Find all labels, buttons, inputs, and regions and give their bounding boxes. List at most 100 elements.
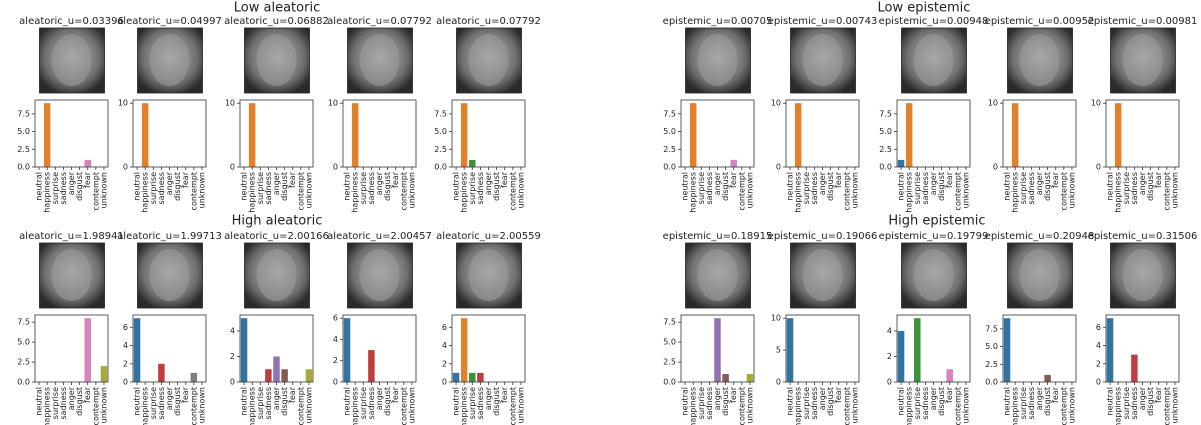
- y-tick-label: 0: [1096, 378, 1101, 387]
- y-tick-label: 0: [776, 163, 781, 172]
- y-tick-label: 4: [230, 326, 235, 335]
- y-tick-label: 0: [230, 163, 235, 172]
- bar: [84, 160, 90, 167]
- y-tick-label: 10: [771, 314, 781, 323]
- y-tick-label: 5.0: [985, 342, 998, 351]
- panel-title: aleatoric_u=0.07792: [327, 16, 432, 27]
- panel-title: aleatoric_u=0.03396: [19, 16, 124, 27]
- bar: [730, 160, 736, 167]
- y-tick-label: 6: [442, 323, 447, 332]
- x-tick-label: unknown: [516, 172, 525, 208]
- y-tick-label: 0.0: [663, 163, 676, 172]
- y-tick-label: 0: [333, 378, 338, 387]
- bar: [368, 350, 374, 382]
- bar: [453, 373, 459, 382]
- face-shape: [698, 34, 738, 86]
- bar: [344, 318, 350, 382]
- y-tick-label: 0: [123, 378, 128, 387]
- panel-title: aleatoric_u=0.04997: [117, 16, 222, 27]
- x-tick-label: unknown: [850, 172, 859, 208]
- group-title: High epistemic: [888, 214, 985, 229]
- face-shape: [1020, 249, 1060, 301]
- face-shape: [803, 249, 843, 301]
- y-tick-label: 7.5: [879, 109, 892, 118]
- y-tick-label: 5: [776, 346, 781, 355]
- bar: [281, 369, 287, 382]
- y-tick-label: 2.5: [663, 358, 676, 367]
- y-tick-label: 4: [1096, 341, 1101, 350]
- y-tick-label: 0.0: [879, 163, 892, 172]
- y-tick-label: 7.5: [434, 109, 447, 118]
- y-tick-label: 0: [993, 163, 998, 172]
- y-tick-label: 7.5: [17, 109, 30, 118]
- bar: [1012, 103, 1018, 167]
- axes-frame: [343, 315, 416, 382]
- panel-title: epistemic_u=0.31506: [1088, 231, 1198, 242]
- y-tick-label: 2.5: [985, 360, 998, 369]
- panel-title: epistemic_u=0.00948: [879, 16, 989, 27]
- y-tick-label: 4: [887, 326, 892, 335]
- face-shape: [469, 34, 509, 86]
- y-tick-label: 0.0: [663, 378, 676, 387]
- y-tick-label: 0.0: [17, 378, 30, 387]
- y-tick-label: 10: [225, 99, 235, 108]
- y-tick-label: 10: [328, 99, 338, 108]
- x-tick-label: unknown: [197, 172, 206, 208]
- y-tick-label: 2: [123, 359, 128, 368]
- face-shape: [1020, 34, 1060, 86]
- face-shape: [150, 34, 190, 86]
- x-tick-label: unknown: [1067, 172, 1076, 208]
- bar: [714, 318, 720, 382]
- bar: [795, 103, 801, 167]
- face-shape: [698, 249, 738, 301]
- bar: [477, 373, 483, 382]
- bar: [747, 374, 753, 382]
- y-tick-label: 2: [887, 352, 892, 361]
- bar: [898, 160, 904, 167]
- bar: [142, 103, 148, 167]
- y-tick-label: 0: [776, 378, 781, 387]
- x-tick-label: unknown: [407, 387, 416, 423]
- y-tick-label: 7.5: [17, 318, 30, 327]
- y-tick-label: 7.5: [663, 318, 676, 327]
- panel-title: aleatoric_u=1.99713: [117, 231, 222, 242]
- bar: [265, 369, 271, 382]
- bar: [191, 373, 197, 382]
- panel-title: epistemic_u=0.20948: [985, 231, 1095, 242]
- bar: [1131, 355, 1137, 382]
- y-tick-label: 7.5: [663, 109, 676, 118]
- face-shape: [1123, 34, 1163, 86]
- x-tick-label: unknown: [304, 387, 313, 423]
- face-shape: [469, 249, 509, 301]
- bar: [306, 369, 312, 382]
- figure: Low aleatoric Low epistemic High aleator…: [0, 0, 1201, 425]
- x-tick-label: unknown: [304, 172, 313, 208]
- axes-frame: [35, 315, 108, 382]
- y-tick-label: 10: [771, 99, 781, 108]
- face-shape: [257, 34, 297, 86]
- bar: [469, 373, 475, 382]
- y-tick-label: 10: [1091, 99, 1101, 108]
- y-tick-label: 2: [333, 356, 338, 365]
- axes-frame: [1003, 315, 1076, 382]
- group-title: Low epistemic: [878, 1, 971, 16]
- x-tick-label: unknown: [961, 387, 970, 423]
- bar: [722, 374, 728, 382]
- y-tick-label: 5.0: [434, 127, 447, 136]
- bar: [1044, 375, 1050, 382]
- bar: [352, 103, 358, 167]
- bar: [84, 318, 90, 382]
- x-tick-label: unknown: [1170, 172, 1179, 208]
- panel-title: aleatoric_u=1.98941: [19, 231, 124, 242]
- x-tick-label: unknown: [745, 172, 754, 208]
- face-shape: [803, 34, 843, 86]
- bar: [898, 331, 904, 382]
- y-tick-label: 6: [333, 314, 338, 323]
- y-tick-label: 5.0: [663, 338, 676, 347]
- bar: [134, 318, 140, 382]
- face-shape: [360, 249, 400, 301]
- y-tick-label: 0: [123, 163, 128, 172]
- x-tick-label: unknown: [99, 387, 108, 423]
- y-tick-label: 7.5: [985, 324, 998, 333]
- bar: [158, 364, 164, 382]
